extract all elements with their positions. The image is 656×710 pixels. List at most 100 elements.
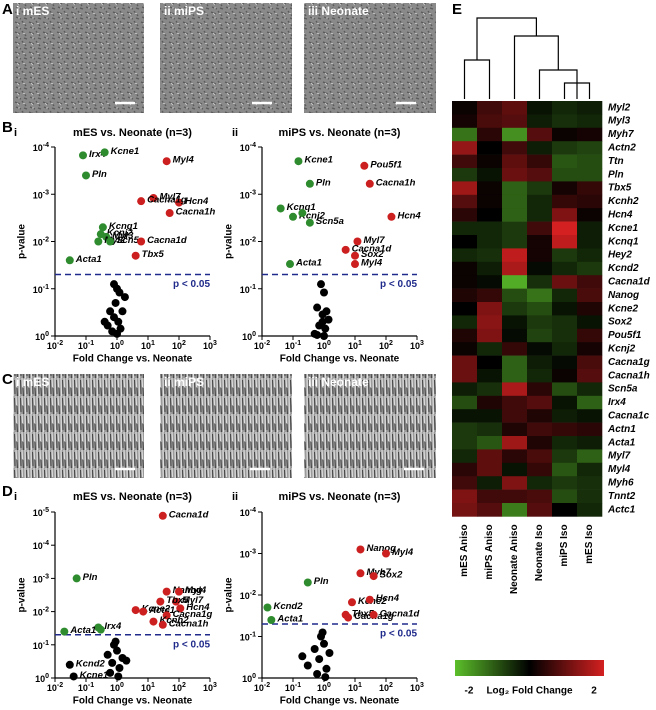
data-point (276, 204, 285, 213)
point-label: Myl4 (392, 547, 414, 558)
x-tick-label: 102 (379, 682, 393, 694)
heatmap-cell (452, 288, 478, 303)
data-point (106, 307, 115, 316)
data-point (137, 237, 146, 246)
data-point (369, 572, 378, 581)
heatmap-cell (502, 436, 528, 450)
heatmap-cell (527, 422, 553, 437)
heatmap-cell (552, 127, 578, 142)
point-label: Kcne1 (80, 670, 109, 681)
heatmap-cell (502, 422, 528, 437)
heatmap-cell (477, 168, 503, 182)
row-label: Cacna1c (608, 411, 650, 422)
row-label: Nanog (608, 290, 639, 301)
row-label: Scn5a (608, 384, 638, 395)
heatmap-cell (552, 462, 578, 477)
heatmap-cell (452, 101, 478, 115)
data-point (98, 223, 107, 232)
heatmap-cell (552, 114, 578, 129)
micrograph (13, 374, 144, 478)
data-point (176, 604, 185, 613)
heatmap-cell (527, 462, 553, 477)
data-point (122, 656, 131, 665)
heatmap-cell (452, 489, 478, 504)
dendrogram-branch (476, 17, 537, 60)
data-point (382, 549, 390, 558)
heatmap-cell (477, 503, 503, 517)
y-tick-label: 100 (35, 673, 49, 685)
heatmap-cell (577, 302, 603, 316)
heatmap-cell (477, 127, 503, 142)
point-label: Cacna1d (169, 509, 209, 520)
data-point (171, 597, 180, 606)
heatmap-cell (527, 288, 553, 303)
data-point (369, 610, 378, 619)
heatmap-cell (502, 395, 528, 410)
threshold-label: p < 0.05 (173, 639, 210, 650)
data-point (356, 545, 365, 554)
data-point (353, 237, 362, 246)
heatmap-cell (477, 449, 503, 464)
heatmap-cell (552, 275, 578, 289)
point-label: Kcnj2 (299, 210, 326, 221)
data-point (303, 661, 312, 670)
heatmap-cell (552, 302, 578, 316)
point-label: Kcne1 (111, 146, 140, 157)
data-point (315, 655, 324, 664)
heatmap-cell (502, 101, 528, 115)
heatmap-cell (477, 315, 503, 330)
x-tick-label: 101 (348, 340, 362, 352)
image-label: iii Neonate (308, 4, 369, 18)
threshold-label: p < 0.05 (380, 279, 417, 290)
data-point (303, 578, 312, 587)
point-label: Myl4 (185, 585, 207, 596)
point-label: Kcne1 (304, 155, 333, 166)
row-label: Acta1 (607, 437, 636, 448)
heatmap-cell (552, 395, 578, 410)
x-tick-label: 103 (410, 340, 424, 352)
heatmap-cell (452, 315, 478, 330)
point-label: Nanog (366, 543, 396, 554)
heatmap-cell (527, 248, 553, 263)
heatmap-cell (552, 503, 578, 517)
heatmap-cell (527, 221, 553, 236)
x-tick-label: 10-1 (78, 682, 94, 694)
column-label: mES Iso (584, 524, 595, 563)
row-label: Ttn (608, 156, 624, 167)
image-label: ii miPS (164, 4, 204, 18)
data-point (267, 615, 276, 624)
point-label: Acta1 (69, 625, 96, 636)
point-label: Pln (92, 169, 107, 180)
point-label: Acta1 (75, 254, 102, 265)
heatmap-cell (527, 194, 553, 209)
heatmap-cell (477, 221, 503, 236)
column-label: Neonate Aniso (509, 524, 520, 594)
image-label: iii Neonate (308, 375, 369, 389)
y-tick-label: 10-1 (240, 631, 256, 643)
x-axis-label: Fold Change vs. Neonate (73, 354, 193, 365)
heatmap-cell (477, 275, 503, 289)
heatmap-cell (577, 288, 603, 303)
heatmap-cell (527, 235, 553, 249)
data-point (263, 603, 272, 612)
heatmap-cell (577, 395, 603, 410)
chart-title: miPS vs. Neonate (n=3) (279, 491, 401, 503)
heatmap-cell (527, 489, 553, 504)
data-point (351, 251, 359, 260)
x-tick-label: 102 (172, 340, 186, 352)
data-point (114, 672, 123, 681)
heatmap-cell (527, 328, 553, 343)
heatmap-cell (527, 141, 553, 155)
heatmap-cell (552, 355, 578, 370)
point-label: Kcnq1 (109, 221, 138, 232)
x-tick-label: 103 (203, 340, 217, 352)
heatmap-cell (502, 409, 528, 423)
row-label: Sox2 (608, 317, 632, 328)
y-tick-label: 10-2 (240, 590, 256, 602)
data-point (285, 260, 294, 269)
micrograph (304, 374, 436, 478)
heatmap-cell (577, 141, 603, 155)
point-label: Hcn4 (186, 602, 210, 613)
heatmap-cell (577, 382, 603, 397)
y-tick-label: 10-2 (33, 236, 49, 248)
